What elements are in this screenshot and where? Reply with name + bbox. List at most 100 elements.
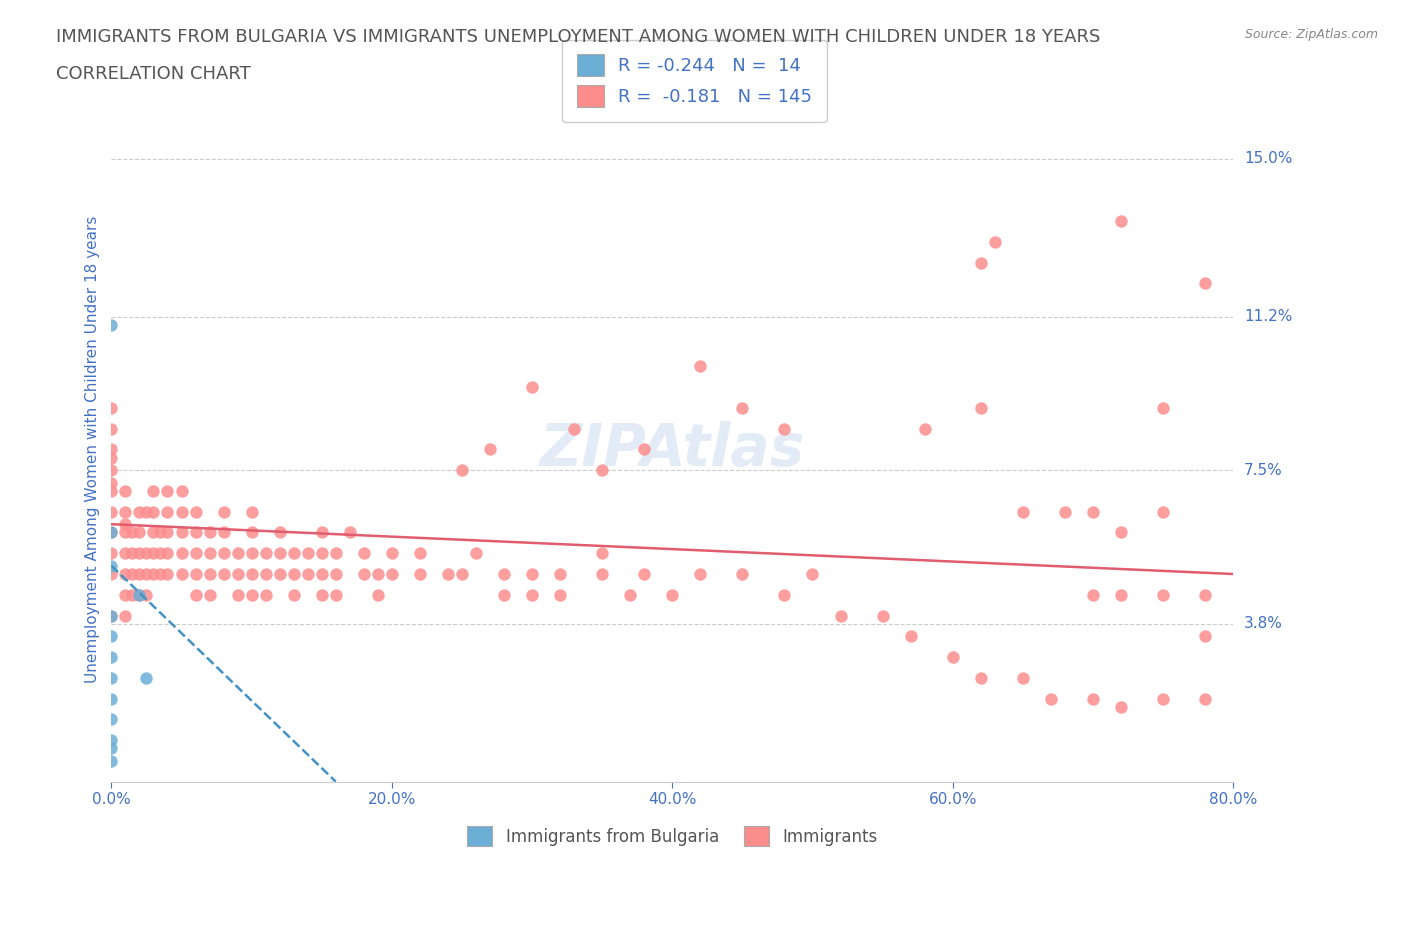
- Point: [661, 588, 683, 603]
- Point: [633, 566, 655, 581]
- Point: [100, 741, 122, 756]
- Point: [100, 649, 122, 664]
- Point: [170, 546, 193, 561]
- Point: [149, 525, 172, 540]
- Point: [773, 588, 796, 603]
- Point: [100, 463, 122, 478]
- Point: [1194, 588, 1216, 603]
- Point: [1194, 691, 1216, 706]
- Point: [283, 546, 305, 561]
- Point: [970, 671, 993, 685]
- Point: [1152, 588, 1174, 603]
- Point: [135, 504, 157, 519]
- Point: [100, 733, 122, 748]
- Point: [1053, 504, 1076, 519]
- Point: [731, 401, 754, 416]
- Point: [1039, 691, 1062, 706]
- Point: [1194, 276, 1216, 291]
- Point: [170, 504, 193, 519]
- Point: [170, 484, 193, 498]
- Point: [100, 504, 122, 519]
- Point: [1011, 504, 1033, 519]
- Point: [226, 588, 249, 603]
- Point: [114, 588, 136, 603]
- Point: [149, 566, 172, 581]
- Point: [297, 546, 319, 561]
- Point: [100, 450, 122, 465]
- Point: [142, 525, 165, 540]
- Point: [184, 546, 207, 561]
- Point: [492, 566, 515, 581]
- Point: [184, 566, 207, 581]
- Point: [121, 588, 143, 603]
- Point: [353, 546, 375, 561]
- Point: [591, 463, 613, 478]
- Point: [142, 566, 165, 581]
- Point: [100, 525, 122, 540]
- Point: [212, 546, 235, 561]
- Point: [269, 546, 291, 561]
- Point: [254, 566, 277, 581]
- Point: [1081, 504, 1104, 519]
- Point: [114, 546, 136, 561]
- Point: [297, 566, 319, 581]
- Point: [114, 525, 136, 540]
- Point: [311, 588, 333, 603]
- Point: [591, 566, 613, 581]
- Point: [100, 711, 122, 726]
- Point: [240, 566, 263, 581]
- Point: [142, 546, 165, 561]
- Point: [311, 546, 333, 561]
- Point: [591, 546, 613, 561]
- Point: [198, 566, 221, 581]
- Point: [1109, 699, 1132, 714]
- Point: [184, 504, 207, 519]
- Point: [149, 546, 172, 561]
- Point: [240, 588, 263, 603]
- Text: 15.0%: 15.0%: [1244, 152, 1292, 166]
- Point: [731, 566, 754, 581]
- Point: [1152, 401, 1174, 416]
- Point: [325, 546, 347, 561]
- Point: [520, 379, 543, 394]
- Point: [269, 525, 291, 540]
- Text: CORRELATION CHART: CORRELATION CHART: [56, 65, 252, 83]
- Point: [1152, 504, 1174, 519]
- Point: [437, 566, 460, 581]
- Point: [156, 546, 179, 561]
- Point: [100, 608, 122, 623]
- Point: [1109, 588, 1132, 603]
- Point: [198, 525, 221, 540]
- Point: [254, 546, 277, 561]
- Point: [562, 421, 585, 436]
- Point: [114, 566, 136, 581]
- Point: [212, 504, 235, 519]
- Point: [970, 255, 993, 270]
- Point: [633, 442, 655, 457]
- Point: [100, 401, 122, 416]
- Point: [128, 566, 150, 581]
- Point: [1109, 214, 1132, 229]
- Point: [184, 525, 207, 540]
- Point: [121, 525, 143, 540]
- Point: [381, 566, 404, 581]
- Point: [156, 566, 179, 581]
- Point: [451, 566, 474, 581]
- Point: [311, 525, 333, 540]
- Point: [339, 525, 361, 540]
- Point: [135, 588, 157, 603]
- Point: [121, 566, 143, 581]
- Point: [184, 588, 207, 603]
- Point: [100, 671, 122, 685]
- Point: [478, 442, 501, 457]
- Point: [100, 691, 122, 706]
- Text: IMMIGRANTS FROM BULGARIA VS IMMIGRANTS UNEMPLOYMENT AMONG WOMEN WITH CHILDREN UN: IMMIGRANTS FROM BULGARIA VS IMMIGRANTS U…: [56, 28, 1101, 46]
- Point: [367, 588, 389, 603]
- Point: [128, 546, 150, 561]
- Point: [353, 566, 375, 581]
- Point: [381, 546, 404, 561]
- Point: [283, 588, 305, 603]
- Point: [100, 753, 122, 768]
- Point: [520, 588, 543, 603]
- Point: [212, 525, 235, 540]
